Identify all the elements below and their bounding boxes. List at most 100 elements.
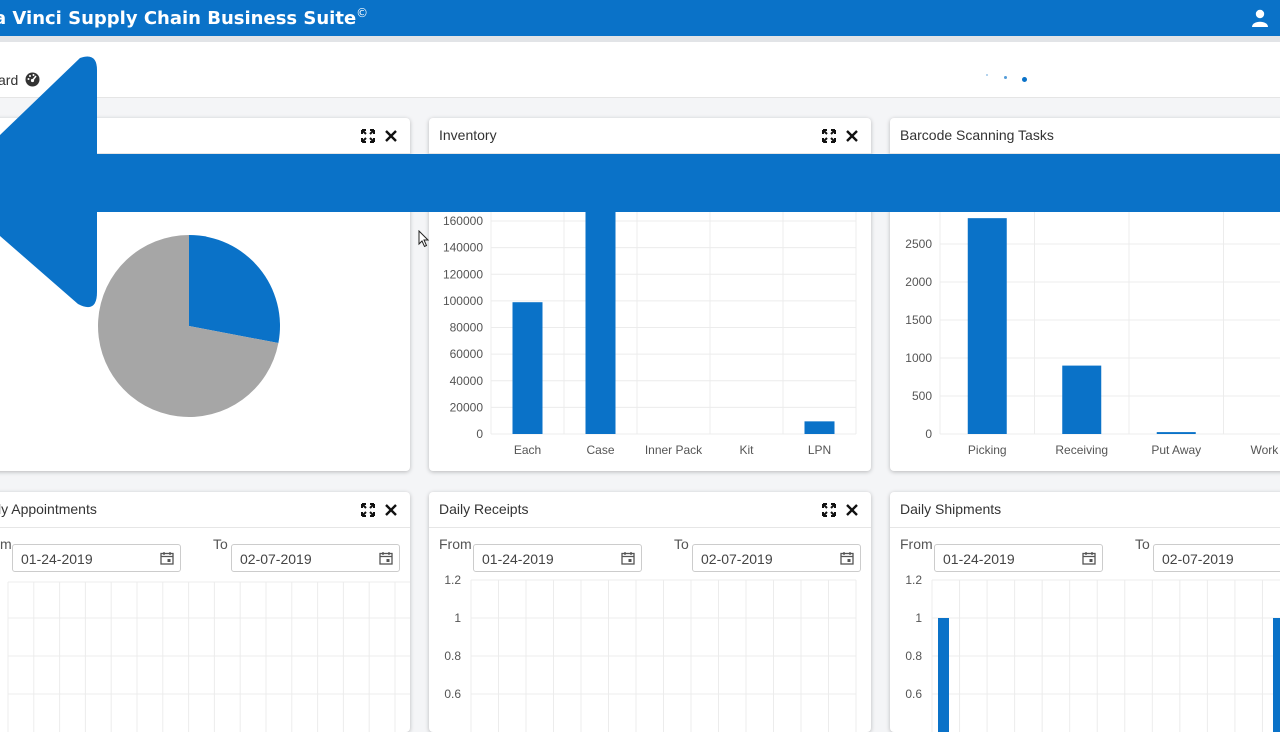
inventory-bar-chart: 0 20000 40000 60000 80000 100000 120000 140000 1… — [443, 187, 857, 457]
panel-header: Barcode Scanning Tasks — [890, 118, 1280, 154]
from-date-value: 01-24-2019 — [21, 551, 93, 567]
y-tick-label: 140000 — [443, 241, 483, 255]
breadcrumb-label: ard — [0, 72, 19, 88]
from-label: From — [900, 536, 933, 552]
panel-title: ly Appointments — [0, 501, 97, 517]
mouse-cursor-icon — [418, 230, 430, 248]
panel-receipts: Daily Receipts From 01-24-2019 To 02-07-… — [429, 492, 871, 732]
close-icon[interactable] — [384, 129, 398, 143]
expand-icon[interactable] — [822, 503, 836, 517]
panel-header: Inventory — [429, 118, 871, 154]
panel-title: Inventory — [439, 127, 497, 143]
y-tick-label: 120000 — [443, 267, 483, 281]
to-date-value: 02-07-2019 — [1162, 551, 1234, 567]
panel-appointments: ly Appointments m 01-24-2019 To 02-07-20… — [0, 492, 410, 732]
x-tick-label: Work O — [1251, 443, 1280, 457]
from-label: m — [0, 536, 12, 552]
calendar-icon[interactable] — [840, 551, 854, 565]
to-date-input[interactable]: 02-07-2019 — [231, 544, 400, 572]
panel-title: Daily Receipts — [439, 501, 529, 517]
y-tick-label: 500 — [912, 389, 932, 403]
y-tick-label: 80000 — [450, 321, 484, 335]
app-title: a Vinci Supply Chain Business Suite© — [0, 6, 369, 29]
x-tick-label: Picking — [968, 443, 1007, 457]
x-tick-label: Put Away — [1151, 443, 1201, 457]
y-tick-label: 1000 — [905, 351, 932, 365]
calendar-icon[interactable] — [160, 551, 174, 565]
close-icon[interactable] — [845, 129, 859, 143]
panel-shipments: Daily Shipments From 01-24-2019 To 02-07… — [890, 492, 1280, 732]
x-tick-label: Case — [586, 443, 614, 457]
bar — [938, 618, 949, 732]
overlay-banner — [0, 154, 1280, 212]
close-icon[interactable] — [845, 503, 859, 517]
y-tick-label: 100000 — [443, 294, 483, 308]
y-tick-label: 1500 — [905, 313, 932, 327]
close-icon[interactable] — [384, 503, 398, 517]
panel-title: Daily Shipments — [900, 501, 1002, 517]
to-date-input[interactable]: 02-07-2019 — [692, 544, 861, 572]
panel-header: Daily Receipts — [429, 492, 871, 528]
x-tick-label: Kit — [739, 443, 754, 457]
y-tick-label: 2500 — [905, 237, 932, 251]
to-label: To — [1135, 536, 1150, 552]
pie-slice — [98, 235, 279, 417]
expand-icon[interactable] — [361, 503, 375, 517]
y-tick-label: 60000 — [450, 347, 484, 361]
y-tick-label: 160000 — [443, 214, 483, 228]
to-date-value: 02-07-2019 — [240, 551, 312, 567]
x-tick-label: LPN — [808, 443, 831, 457]
from-date-value: 01-24-2019 — [943, 551, 1015, 567]
left-arrow-icon — [0, 56, 97, 308]
y-tick-label: 1 — [454, 611, 461, 625]
panel-header: ly Appointments — [0, 492, 410, 528]
top-bar: a Vinci Supply Chain Business Suite© — [0, 0, 1280, 36]
from-date-input[interactable]: 01-24-2019 — [473, 544, 642, 572]
panel-title: Barcode Scanning Tasks — [900, 127, 1054, 143]
y-tick-label: 0.8 — [444, 649, 461, 663]
breadcrumb[interactable]: ard — [0, 72, 40, 88]
to-label: To — [674, 536, 689, 552]
bar — [1273, 618, 1280, 732]
expand-icon[interactable] — [822, 129, 836, 143]
to-date-input[interactable]: 02-07-2019 — [1153, 544, 1280, 572]
bar — [967, 218, 1007, 434]
bar — [1156, 432, 1196, 434]
from-date-input[interactable]: 01-24-2019 — [934, 544, 1103, 572]
receipts-chart: 0.6 0.8 1 1.2 — [444, 573, 857, 732]
from-date-input[interactable]: 01-24-2019 — [12, 544, 181, 572]
user-icon[interactable] — [1252, 9, 1268, 27]
y-tick-label: 1.2 — [444, 573, 461, 587]
y-tick-label: 0.8 — [905, 649, 922, 663]
y-tick-label: 1.2 — [905, 573, 922, 587]
loading-spinner — [984, 73, 1030, 85]
expand-icon[interactable] — [361, 129, 375, 143]
y-tick-label: 0 — [925, 427, 932, 441]
x-tick-label: Each — [514, 443, 541, 457]
appointments-chart — [7, 581, 410, 732]
y-tick-label: 0 — [476, 427, 483, 441]
from-date-value: 01-24-2019 — [482, 551, 554, 567]
calendar-icon[interactable] — [1082, 551, 1096, 565]
calendar-icon[interactable] — [621, 551, 635, 565]
to-label: To — [213, 536, 228, 552]
y-tick-label: 0.6 — [444, 687, 461, 701]
panel-header: Daily Shipments — [890, 492, 1280, 528]
x-tick-label: Inner Pack — [645, 443, 703, 457]
y-tick-label: 20000 — [450, 400, 484, 414]
y-tick-label: 0.6 — [905, 687, 922, 701]
to-date-value: 02-07-2019 — [701, 551, 773, 567]
bar — [585, 187, 616, 434]
shipments-chart: 0.6 0.8 1 1.2 — [905, 573, 1280, 732]
y-tick-label: 2000 — [905, 275, 932, 289]
y-tick-label: 1 — [915, 611, 922, 625]
panel-header — [0, 118, 410, 154]
pie-chart — [98, 235, 281, 417]
bar — [1062, 365, 1102, 434]
bar — [804, 421, 835, 434]
from-label: From — [439, 536, 472, 552]
sub-header — [0, 36, 1280, 98]
y-tick-label: 40000 — [450, 374, 484, 388]
calendar-icon[interactable] — [379, 551, 393, 565]
bar — [512, 302, 543, 434]
